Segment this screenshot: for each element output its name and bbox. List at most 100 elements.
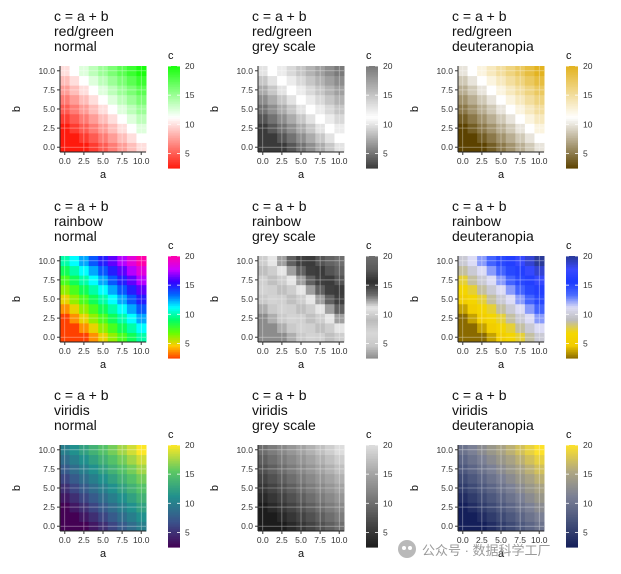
legend-color-step	[566, 327, 578, 330]
heatmap-cell	[267, 113, 278, 124]
heatmap-cell	[305, 132, 316, 143]
legend-color-step	[566, 108, 578, 111]
legend-color-step	[168, 72, 180, 76]
legend-color-step	[366, 162, 378, 166]
heatmap-cell	[486, 94, 497, 105]
legend-color-step	[366, 504, 378, 507]
legend-color-step	[566, 144, 578, 147]
legend-color-step	[168, 264, 180, 267]
legend-color-step	[566, 286, 578, 289]
legend-color-step	[566, 105, 578, 108]
heatmap-cell	[286, 492, 297, 503]
legend-color-step	[168, 473, 180, 477]
legend-color-step	[366, 164, 378, 167]
legend-tick-label: 5	[383, 527, 388, 537]
legend-color-step	[168, 271, 180, 274]
y-tick-label: 10.0	[436, 256, 453, 266]
legend-tick-label: 15	[583, 90, 593, 100]
legend-color-step	[168, 482, 180, 485]
legend-color-step	[168, 278, 180, 281]
x-tick-label: 2.5	[78, 535, 90, 545]
heatmap-cell	[69, 132, 80, 143]
legend-color-step	[366, 347, 378, 351]
watermark: 公众号 · 数据科学工厂	[398, 537, 551, 561]
legend-color-step	[566, 315, 578, 318]
heatmap-cell	[69, 303, 80, 314]
x-tick-label: 2.5	[78, 346, 90, 356]
heatmap-cell	[486, 284, 497, 295]
y-tick-label: 7.5	[43, 275, 55, 285]
legend-color-step	[168, 274, 180, 277]
legend-color-step	[566, 462, 578, 465]
legend-color-step	[168, 346, 180, 349]
legend-color-step	[566, 66, 578, 69]
legend-colorbar	[168, 256, 180, 359]
heatmap-cell	[107, 492, 118, 503]
legend-title: c	[168, 50, 174, 62]
legend-color-step	[168, 105, 180, 108]
legend-color-step	[168, 283, 180, 286]
legend-color-step	[168, 533, 180, 536]
legend-color-step	[168, 106, 180, 110]
legend-color-step	[566, 460, 578, 463]
panel-title-line: grey scale	[252, 228, 316, 244]
legend-color-step	[366, 312, 378, 315]
legend-color-step	[366, 499, 378, 502]
x-tick-label: 7.5	[116, 535, 128, 545]
panel-title-line: c = a + b	[54, 8, 109, 24]
legend-tick-label: 10	[583, 119, 593, 129]
legend-colorbar	[566, 445, 578, 548]
x-tick-label: 10.0	[133, 346, 150, 356]
legend-color-step	[366, 356, 378, 359]
heatmap-cell	[486, 132, 497, 143]
heatmap-cell	[324, 473, 335, 484]
legend-color-step	[168, 149, 180, 152]
legend-color-step	[168, 344, 180, 347]
x-tick-label: 0.0	[457, 535, 469, 545]
legend-color-step	[366, 513, 378, 516]
legend-color-step	[566, 485, 578, 489]
legend-color-step	[366, 128, 378, 132]
heatmap-cell	[126, 492, 137, 503]
legend-color-step	[168, 154, 180, 157]
legend-color-step	[366, 91, 378, 94]
heatmap-cell	[505, 303, 516, 314]
heatmap-cell	[126, 265, 137, 276]
legend-color-step	[168, 528, 180, 531]
legend-color-step	[168, 142, 180, 145]
x-tick-label: 5.0	[97, 156, 109, 166]
x-tick-label: 5.0	[97, 535, 109, 545]
heatmap-cell	[324, 454, 335, 465]
legend-color-step	[168, 460, 180, 463]
legend-color-step	[566, 266, 578, 269]
legend-color-step	[566, 161, 578, 164]
x-tick-label: 7.5	[116, 156, 128, 166]
heatmap-cell	[524, 492, 535, 503]
legend-color-step	[168, 286, 180, 289]
legend-color-step	[168, 94, 180, 98]
legend-color-step	[366, 274, 378, 277]
legend-color-step	[168, 147, 180, 150]
legend-color-step	[366, 84, 378, 87]
panel-title-line: c = a + b	[252, 198, 307, 214]
heatmap-cell	[69, 75, 80, 86]
legend-colorbar	[366, 445, 378, 548]
legend-color-step	[566, 103, 578, 106]
legend-color-step	[366, 83, 378, 86]
legend-color-step	[566, 256, 578, 259]
legend-tick-label: 5	[583, 338, 588, 348]
y-tick-label: 2.5	[441, 123, 453, 133]
heatmap-cell	[486, 113, 497, 124]
legend-color-step	[168, 120, 180, 123]
legend-color-step	[168, 516, 180, 519]
legend-color-step	[168, 312, 180, 315]
y-tick-label: 0.0	[241, 142, 253, 152]
legend-color-step	[366, 342, 378, 345]
legend-color-step	[366, 154, 378, 157]
legend-tick-label: 10	[383, 309, 393, 319]
legend-tick-label: 15	[185, 469, 195, 479]
legend-color-step	[366, 105, 378, 108]
legend-color-step	[168, 145, 180, 149]
x-tick-label: 10.0	[331, 156, 348, 166]
